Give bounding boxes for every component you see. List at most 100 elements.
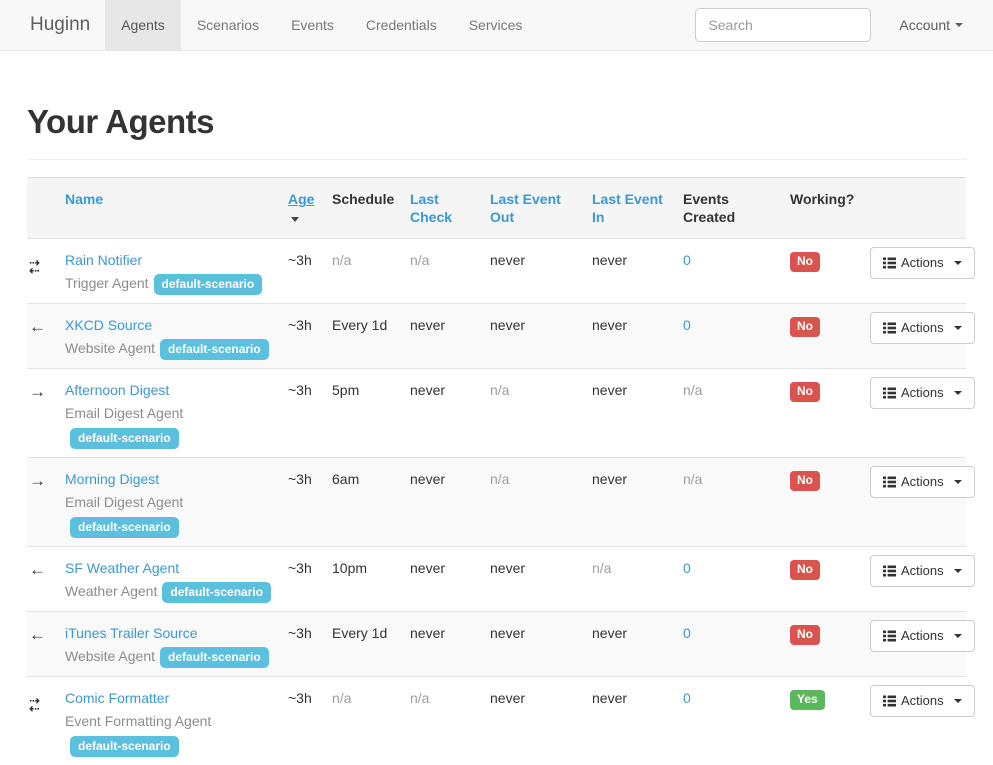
schedule-cell: n/a (332, 677, 410, 765)
working-badge: No (790, 252, 820, 272)
sort-last-event-in-header[interactable]: Last Event In (592, 191, 663, 225)
last-event-in-cell: n/a (592, 547, 683, 612)
actions-button[interactable]: Actions (870, 685, 975, 717)
last-check-cell: never (410, 369, 490, 458)
sort-last-event-out-header[interactable]: Last Event Out (490, 191, 561, 225)
agent-type-label: Event Formatting Agent (65, 713, 211, 729)
sort-name-header[interactable]: Name (65, 191, 103, 207)
last-event-out-cell: never (490, 547, 592, 612)
agent-name-link[interactable]: iTunes Trailer Source (65, 625, 198, 641)
agent-name-link[interactable]: XKCD Source (65, 317, 152, 333)
sort-last-check-header[interactable]: Last Check (410, 191, 452, 225)
age-cell: ~3h (288, 612, 332, 677)
working-header: Working? (790, 191, 854, 207)
last-check-cell: never (410, 612, 490, 677)
table-row: ⇢⇠ Comic Formatter Event Formatting Agen… (27, 677, 966, 765)
agent-name-link[interactable]: SF Weather Agent (65, 560, 179, 576)
actions-button[interactable]: Actions (870, 466, 975, 498)
nav-item-agents[interactable]: Agents (105, 0, 181, 50)
actions-column-header (870, 178, 966, 239)
agent-name-link[interactable]: Afternoon Digest (65, 382, 169, 398)
table-header: Name Age Schedule Last Check Last Event … (27, 178, 966, 239)
working-badge: No (790, 382, 820, 402)
events-created-link[interactable]: 0 (683, 560, 691, 576)
bidirectional-arrows-icon: ⇢⇠ (29, 697, 40, 713)
bidirectional-arrows-icon: ⇢⇠ (29, 259, 40, 275)
last-event-out-cell: n/a (490, 458, 592, 547)
list-icon (883, 695, 896, 707)
last-event-out-cell: never (490, 677, 592, 765)
scenario-badge[interactable]: default-scenario (160, 647, 269, 668)
last-event-in-cell: never (592, 612, 683, 677)
last-event-in-cell: never (592, 239, 683, 304)
actions-button[interactable]: Actions (870, 377, 975, 409)
schedule-cell: 10pm (332, 547, 410, 612)
list-icon (883, 387, 896, 399)
last-event-in-cell: never (592, 458, 683, 547)
last-check-cell: never (410, 304, 490, 369)
brand-link[interactable]: Huginn (15, 0, 105, 50)
agent-type-label: Website Agent (65, 648, 155, 664)
nav-item-events[interactable]: Events (275, 0, 350, 50)
account-menu[interactable]: Account (871, 17, 978, 33)
table-row: ⇢⇠ Rain Notifier Trigger Agent default-sc… (27, 239, 966, 304)
actions-button[interactable]: Actions (870, 312, 975, 344)
left-arrow-icon: ← (29, 320, 46, 334)
last-event-out-cell: never (490, 304, 592, 369)
left-arrow-icon: ← (29, 563, 46, 577)
last-check-cell: n/a (410, 239, 490, 304)
age-cell: ~3h (288, 239, 332, 304)
agent-name-link[interactable]: Morning Digest (65, 471, 159, 487)
working-badge: No (790, 317, 820, 337)
agent-type-label: Trigger Agent (65, 275, 149, 291)
schedule-cell: n/a (332, 239, 410, 304)
search-input[interactable] (695, 8, 871, 42)
schedule-header: Schedule (332, 191, 394, 207)
last-event-out-cell: never (490, 612, 592, 677)
scenario-badge[interactable]: default-scenario (154, 274, 263, 295)
agent-name-link[interactable]: Rain Notifier (65, 252, 142, 268)
right-arrow-icon: → (29, 385, 46, 399)
chevron-down-icon (954, 699, 962, 703)
table-row: ⇢⇠ ← iTunes Trailer Source Website Agent… (27, 612, 966, 677)
actions-button-label: Actions (901, 254, 944, 272)
scenario-badge[interactable]: default-scenario (160, 339, 269, 360)
sort-age-header[interactable]: Age (288, 191, 314, 207)
page-title: Your Agents (27, 103, 966, 141)
last-event-out-cell: never (490, 239, 592, 304)
scenario-badge[interactable]: default-scenario (70, 428, 179, 449)
scenario-badge[interactable]: default-scenario (70, 736, 179, 757)
actions-button[interactable]: Actions (870, 247, 975, 279)
last-check-cell: never (410, 458, 490, 547)
scenario-badge[interactable]: default-scenario (162, 582, 271, 603)
sort-caret-icon (291, 217, 299, 222)
schedule-cell: 5pm (332, 369, 410, 458)
nav-item-services[interactable]: Services (453, 0, 539, 50)
events-created-link[interactable]: 0 (683, 690, 691, 706)
actions-button[interactable]: Actions (870, 555, 975, 587)
schedule-cell: Every 1d (332, 304, 410, 369)
table-row: ⇢⇠ → Morning Digest Email Digest Agentde… (27, 458, 966, 547)
last-event-in-cell: never (592, 677, 683, 765)
actions-button-label: Actions (901, 384, 944, 402)
chevron-down-icon (954, 480, 962, 484)
actions-button-label: Actions (901, 692, 944, 710)
main-content: Your Agents Name Age Schedule Last Check… (0, 103, 993, 765)
age-cell: ~3h (288, 677, 332, 765)
agent-name-link[interactable]: Comic Formatter (65, 690, 169, 706)
chevron-down-icon (955, 23, 963, 27)
list-icon (883, 257, 896, 269)
agent-type-label: Email Digest Agent (65, 494, 183, 510)
scenario-badge[interactable]: default-scenario (70, 517, 179, 538)
last-check-cell: n/a (410, 677, 490, 765)
actions-button[interactable]: Actions (870, 620, 975, 652)
events-created-link[interactable]: 0 (683, 625, 691, 641)
events-created-link[interactable]: 0 (683, 317, 691, 333)
nav-item-scenarios[interactable]: Scenarios (181, 0, 275, 50)
working-badge: No (790, 625, 820, 645)
events-created-link[interactable]: 0 (683, 252, 691, 268)
actions-button-label: Actions (901, 319, 944, 337)
events-created-link: n/a (683, 382, 702, 398)
nav-item-credentials[interactable]: Credentials (350, 0, 453, 50)
